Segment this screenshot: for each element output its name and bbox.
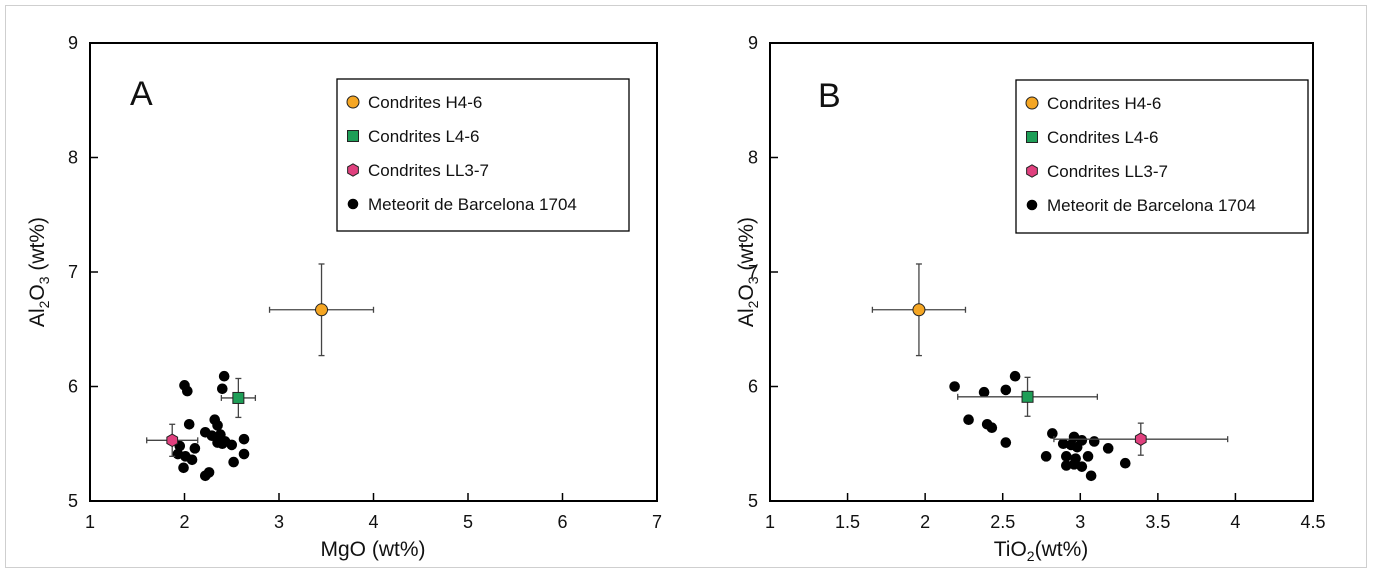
reference-point bbox=[315, 303, 329, 317]
data-point bbox=[1000, 437, 1012, 448]
data-point bbox=[949, 381, 960, 392]
legend-marker bbox=[347, 163, 359, 177]
y-tick-label: 6 bbox=[68, 377, 78, 397]
data-point bbox=[1085, 470, 1097, 482]
legend-label: Meteorit de Barcelona 1704 bbox=[1047, 196, 1256, 215]
reference-point bbox=[1134, 432, 1147, 446]
data-point bbox=[1082, 451, 1094, 462]
y-tick-label: 8 bbox=[748, 148, 758, 168]
x-tick-label: 7 bbox=[652, 512, 662, 532]
y-tick-label: 5 bbox=[68, 491, 78, 511]
figure-frame bbox=[5, 5, 1367, 568]
legend-marker bbox=[346, 95, 360, 109]
legend-label: Condrites H4-6 bbox=[1047, 94, 1161, 113]
data-point bbox=[1119, 457, 1131, 469]
y-tick-label: 9 bbox=[68, 33, 78, 53]
data-point bbox=[963, 414, 974, 426]
data-point bbox=[1061, 460, 1072, 471]
data-point bbox=[217, 438, 228, 450]
panel-label: B bbox=[818, 77, 841, 115]
data-point bbox=[226, 439, 238, 451]
legend-label: Condrites H4-6 bbox=[368, 93, 482, 112]
x-tick-label: 1.5 bbox=[835, 512, 860, 532]
x-tick-label: 4 bbox=[368, 512, 378, 532]
data-point bbox=[1040, 451, 1052, 462]
data-point bbox=[1061, 451, 1072, 462]
chart-panel-b: 1 1.5 2 2.5 3 3.5 4 4.5 5 6 7 8 9 TiO2(wt%) Al2O3 (wt%… bbox=[735, 33, 1326, 564]
data-point bbox=[978, 386, 990, 398]
legend: Condrites H4-6 Condrites L4-6 Condrites LL… bbox=[336, 78, 630, 232]
data-point bbox=[1009, 370, 1021, 382]
data-point bbox=[1102, 443, 1114, 454]
reference-point bbox=[1021, 390, 1034, 403]
chart-panel-a: 1 2 3 4 5 6 7 5 6 7 8 9 MgO (wt%) Al2O3 (wt%) A Condrit… bbox=[26, 33, 662, 561]
x-axis-title: MgO (wt%) bbox=[321, 538, 426, 561]
x-tick-label: 1 bbox=[85, 512, 95, 532]
y-tick-label: 8 bbox=[68, 148, 78, 168]
legend: Condrites H4-6 Condrites L4-6 Condrites LL… bbox=[1015, 79, 1309, 234]
legend-label: Condrites L4-6 bbox=[1047, 128, 1159, 147]
data-point bbox=[1057, 438, 1069, 450]
x-tick-label: 6 bbox=[557, 512, 567, 532]
data-point bbox=[986, 422, 998, 434]
data-point bbox=[186, 454, 198, 466]
data-point bbox=[228, 456, 239, 468]
y-tick-label: 7 bbox=[748, 262, 758, 282]
legend-marker bbox=[347, 198, 359, 210]
data-point bbox=[218, 370, 230, 382]
x-axis-title: TiO2(wt%) bbox=[994, 538, 1089, 564]
data-point bbox=[189, 443, 201, 454]
legend-label: Condrites LL3-7 bbox=[368, 161, 489, 180]
legend-marker bbox=[347, 130, 359, 142]
data-point bbox=[1000, 384, 1012, 396]
panel-label: A bbox=[130, 75, 153, 113]
reference-point bbox=[232, 391, 245, 404]
x-tick-label: 4.5 bbox=[1300, 512, 1325, 532]
data-point bbox=[212, 420, 223, 431]
y-tick-label: 9 bbox=[748, 33, 758, 53]
legend-box bbox=[1015, 79, 1309, 234]
data-point bbox=[217, 383, 228, 395]
legend-label: Meteorit de Barcelona 1704 bbox=[368, 195, 577, 214]
x-tick-label: 5 bbox=[463, 512, 473, 532]
data-point bbox=[199, 470, 211, 482]
x-tick-label: 3.5 bbox=[1145, 512, 1170, 532]
data-point bbox=[238, 448, 250, 460]
x-tick-label: 1 bbox=[765, 512, 775, 532]
legend-box bbox=[336, 78, 630, 232]
legend-marker bbox=[1026, 199, 1038, 211]
data-point bbox=[1071, 441, 1083, 453]
data-point bbox=[1076, 461, 1088, 472]
data-point bbox=[238, 433, 250, 445]
x-tick-label: 2.5 bbox=[990, 512, 1015, 532]
x-tick-label: 3 bbox=[274, 512, 284, 532]
y-axis-title: Al2O3 (wt%) bbox=[26, 217, 52, 327]
y-tick-label: 5 bbox=[748, 491, 758, 511]
data-point bbox=[183, 418, 195, 430]
y-axis-title: Al2O3 (wt%) bbox=[735, 217, 761, 327]
y-tick-label: 6 bbox=[748, 377, 758, 397]
data-point bbox=[1088, 436, 1100, 447]
reference-point bbox=[166, 433, 179, 448]
data-point bbox=[182, 385, 193, 397]
legend-label: Condrites LL3-7 bbox=[1047, 162, 1168, 181]
reference-point bbox=[912, 303, 926, 317]
x-tick-label: 2 bbox=[179, 512, 189, 532]
legend-label: Condrites L4-6 bbox=[368, 127, 480, 146]
legend-marker bbox=[1025, 96, 1039, 110]
legend-marker bbox=[1026, 164, 1038, 178]
x-tick-label: 3 bbox=[1075, 512, 1085, 532]
x-tick-label: 2 bbox=[920, 512, 930, 532]
x-tick-label: 4 bbox=[1230, 512, 1240, 532]
y-tick-label: 7 bbox=[68, 262, 78, 282]
data-point bbox=[1047, 428, 1058, 439]
legend-marker bbox=[1026, 131, 1038, 143]
data-point bbox=[178, 462, 189, 474]
